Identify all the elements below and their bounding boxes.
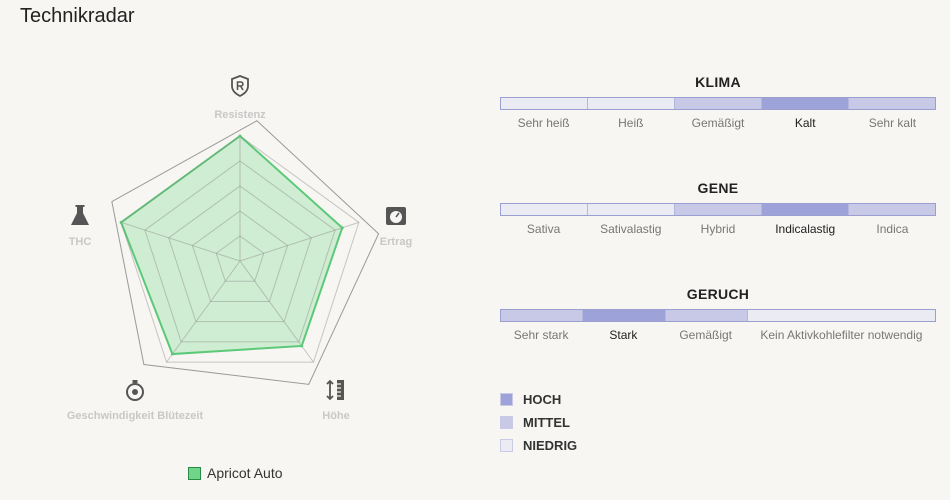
radar-legend[interactable]: Apricot Auto — [188, 465, 283, 481]
radar-axis-label: Resistenz — [214, 109, 266, 121]
scale-labels: Sativa Sativalastig Hybrid Indicalastig Indi… — [500, 222, 936, 236]
radar-grid-ring — [191, 210, 289, 302]
scale-segment — [501, 310, 584, 321]
key-swatch — [500, 439, 513, 452]
scale-klima: KLIMA Sehr heiß Heiß Gemäßigt Kalt Sehr kalt — [500, 74, 936, 130]
scale-segment — [588, 98, 675, 109]
shield-r-icon — [231, 75, 249, 98]
scale-title: GENE — [697, 180, 739, 196]
radar-spoke — [120, 221, 241, 262]
scale-segment-label: Indicalastig — [775, 222, 836, 236]
height-ruler-icon — [326, 379, 344, 401]
scale-segment — [762, 204, 849, 215]
radar-point — [238, 134, 242, 138]
scale-segment-label: Indica — [876, 222, 909, 236]
scale-segment-label: Sehr kalt — [868, 116, 917, 130]
radar-axis-label: Höhe — [322, 410, 350, 422]
radar-axis-label: Geschwindigkeit Blütezeit — [67, 410, 204, 422]
scale-segment — [501, 98, 588, 109]
radar-grid-ring — [144, 160, 336, 343]
radar-chart: Resistenz Ertrag Höhe Geschwindigkeit Blüte… — [67, 75, 412, 422]
scale-bar — [500, 97, 936, 110]
scale-segment — [747, 310, 936, 321]
scale-segment — [665, 310, 748, 321]
key-label: HOCH — [523, 392, 562, 407]
key-swatch — [500, 416, 513, 429]
scale-segment — [675, 98, 762, 109]
radar-series-area — [119, 134, 344, 356]
scale-geruch: GERUCH Sehr stark Stark Gemäßigt Kein Aktivk… — [500, 286, 936, 342]
scale-title: GERUCH — [686, 286, 750, 302]
stopwatch-icon — [126, 380, 144, 401]
legend-swatch — [188, 466, 201, 480]
scale-segment-label: Gemäßigt — [679, 328, 732, 342]
key-label: NIEDRIG — [523, 438, 578, 453]
scale-segment — [762, 98, 849, 109]
key-item-high: HOCH — [500, 392, 577, 407]
scale-segment-label: Sehr heiß — [517, 116, 570, 130]
scale-segment — [849, 98, 935, 109]
flask-icon — [71, 205, 89, 225]
scale-segment-label: Kalt — [794, 116, 816, 130]
scale-segment-label: Stark — [609, 328, 638, 342]
radar-outer-outline — [111, 120, 380, 385]
key-item-medium: MITTEL — [500, 415, 577, 430]
radar-point — [119, 220, 123, 224]
scale-segment-label: Hybrid — [700, 222, 736, 236]
scale-bar — [500, 309, 936, 322]
scale-segment-label: Sativalastig — [600, 222, 662, 236]
scale-bar — [500, 203, 936, 216]
scale-segment — [588, 204, 675, 215]
radar-axis-label: THC — [69, 236, 92, 248]
scale-labels: Sehr stark Stark Gemäßigt Kein Aktivkohlefi… — [500, 328, 936, 342]
scale-segment-label: Gemäßigt — [691, 116, 745, 130]
key-item-low: NIEDRIG — [500, 438, 577, 453]
scale-labels: Sehr heiß Heiß Gemäßigt Kalt Sehr kalt — [500, 116, 936, 130]
radar-axis-label: Ertrag — [380, 236, 412, 248]
scale-title: KLIMA — [695, 74, 741, 90]
scale-segment — [501, 204, 588, 215]
key-label: MITTEL — [523, 415, 570, 430]
radar-grid-ring — [120, 135, 360, 363]
level-key: HOCH MITTEL NIEDRIG — [500, 392, 577, 461]
legend-label: Apricot Auto — [207, 465, 283, 481]
scale-segment-label: Heiß — [618, 116, 644, 130]
scale-segment — [583, 310, 666, 321]
radar-point — [170, 352, 174, 356]
scale-segment-label: Sativa — [526, 222, 561, 236]
key-swatch — [500, 393, 513, 406]
scale-segment — [675, 204, 762, 215]
scale-segment-label: Sehr stark — [513, 328, 569, 342]
radar-point — [340, 226, 344, 230]
radar-grid-ring — [168, 185, 312, 323]
scale-segment — [849, 204, 935, 215]
page-title: Technikradar — [20, 5, 135, 27]
scale-gene: GENE Sativa Sativalastig Hybrid Indicalastig… — [500, 180, 936, 236]
radar-spoke — [239, 221, 360, 262]
scale-weight-icon — [386, 207, 406, 225]
scale-segment-label: Kein Aktivkohlefilter notwendig — [760, 328, 923, 342]
radar-spoke — [166, 260, 241, 363]
radar-point — [300, 344, 304, 348]
radar-grid-ring — [215, 235, 265, 282]
